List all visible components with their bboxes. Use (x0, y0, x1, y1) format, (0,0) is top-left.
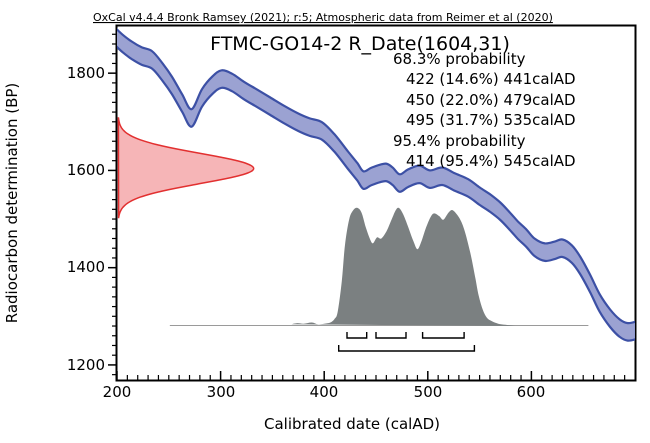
annotation-line: 68.3% probability (393, 50, 526, 68)
plot-title: FTMC-GO14-2 R_Date(1604,31) (210, 33, 510, 55)
y-tick-labels: 1800 1600 1400 1200 (67, 64, 105, 374)
range-bracket (421, 332, 465, 339)
y-tick-label: 1200 (67, 356, 105, 374)
x-tick-label: 400 (310, 383, 339, 401)
annotation-line: 422 (14.6%) 441calAD (406, 70, 576, 88)
x-tick-label: 200 (103, 383, 132, 401)
y-tick-label: 1600 (67, 161, 105, 179)
x-tick-label: 300 (207, 383, 236, 401)
likelihood-distribution (117, 117, 255, 219)
probability-range-brackets (338, 332, 476, 352)
citation: OxCal v4.4.4 Bronk Ramsey (2021); r:5; A… (93, 11, 553, 24)
annotation-line: 95.4% probability (393, 132, 526, 150)
probability-annotations: 68.3% probability 422 (14.6%) 441calAD 4… (393, 50, 576, 170)
range-bracket (338, 345, 476, 352)
annotation-line: 414 (95.4%) 545calAD (406, 152, 576, 170)
axis-ticks (108, 33, 626, 380)
x-tick-label: 500 (414, 383, 443, 401)
posterior-distribution (291, 207, 515, 327)
range-bracket (346, 332, 368, 339)
plot-area (117, 27, 635, 342)
range-bracket (375, 332, 407, 339)
y-axis-label: Radiocarbon determination (BP) (3, 83, 21, 324)
x-tick-label: 600 (517, 383, 546, 401)
y-tick-label: 1400 (67, 258, 105, 276)
y-tick-label: 1800 (67, 64, 105, 82)
x-axis-label: Calibrated date (calAD) (264, 415, 440, 433)
annotation-line: 450 (22.0%) 479calAD (406, 91, 576, 109)
calibration-curve-band (117, 27, 635, 342)
plot-frame (115, 24, 637, 382)
x-tick-labels: 200 300 400 500 600 (103, 383, 546, 401)
annotation-line: 495 (31.7%) 535calAD (406, 111, 576, 129)
